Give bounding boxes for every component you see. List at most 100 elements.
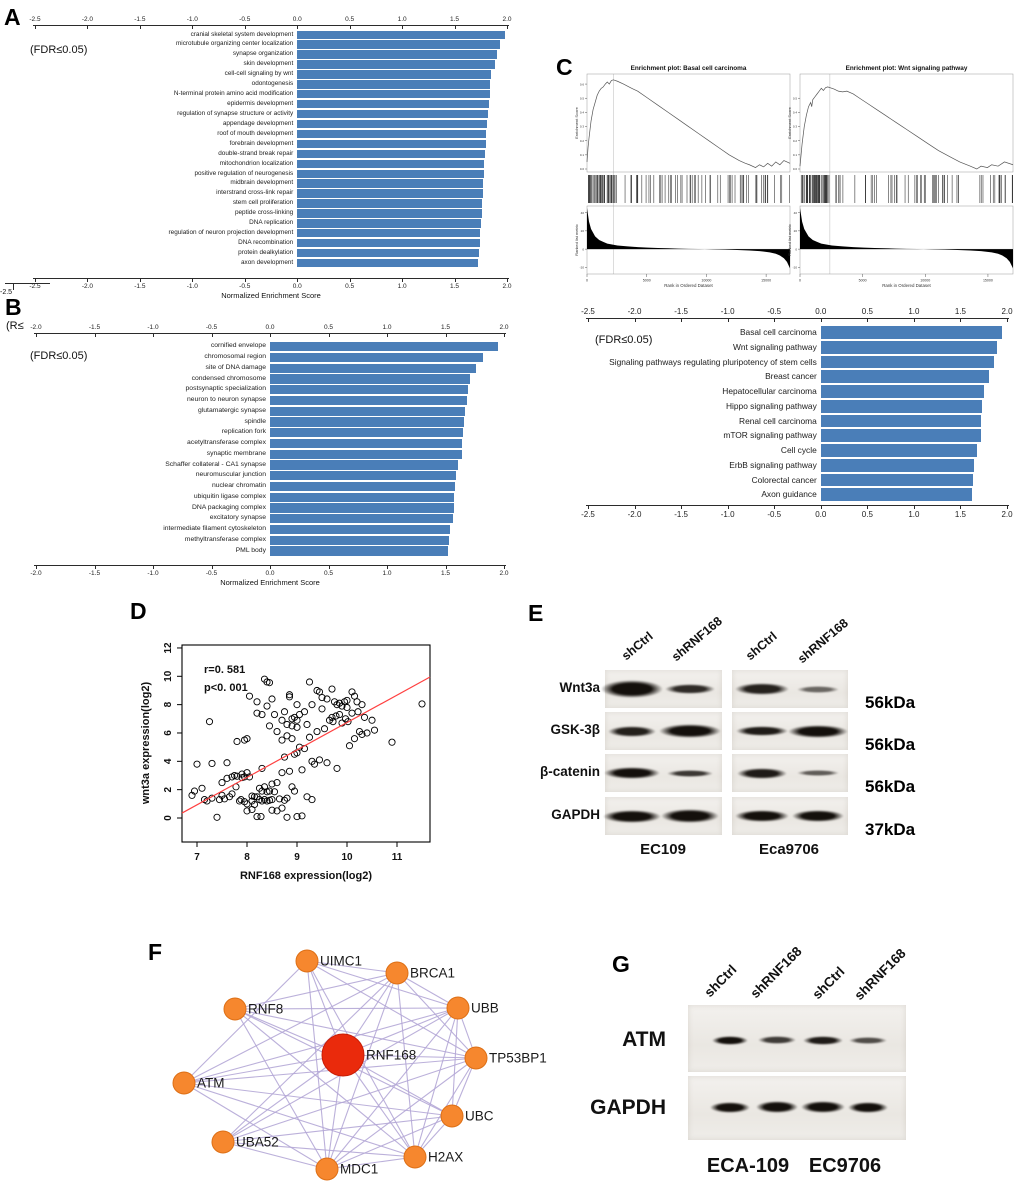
nes-bar xyxy=(297,169,484,178)
cell-line-label: EC109 xyxy=(640,841,686,858)
data-point xyxy=(223,759,231,767)
es-curve xyxy=(799,86,1014,170)
es-frame xyxy=(586,73,791,173)
nes-bar xyxy=(297,209,482,218)
axis-tick-label: -1.5 xyxy=(134,15,146,23)
nes-bar xyxy=(270,363,476,373)
axis-tick xyxy=(139,25,141,29)
data-point xyxy=(223,774,231,782)
bar-category-label: acetyltransferase complex xyxy=(187,439,266,446)
rank-xtick-label: 15000 xyxy=(761,279,771,283)
network-node xyxy=(440,1104,464,1128)
bar-category-label: mTOR signaling pathway xyxy=(723,430,817,441)
network-node-label: MDC1 xyxy=(340,1162,378,1177)
panel-a-letter: A xyxy=(4,4,21,30)
network-node-label: BRCA1 xyxy=(410,966,455,981)
ppi-edge xyxy=(306,960,398,974)
bar-category-label: Axon guidance xyxy=(761,489,817,500)
axis-tick xyxy=(960,318,962,322)
data-point xyxy=(213,813,221,821)
nes-bar xyxy=(297,129,487,139)
nes-bar xyxy=(297,100,490,109)
nes-bar xyxy=(270,546,448,556)
x-tick-label: 10 xyxy=(341,852,353,863)
bar-category-label: interstrand cross-link repair xyxy=(216,189,294,197)
bar-category-label: Hippo signaling pathway xyxy=(725,400,817,411)
data-point xyxy=(268,695,276,703)
protein-band xyxy=(604,767,660,779)
data-point xyxy=(285,767,294,775)
axis-tick-label: 0.5 xyxy=(861,510,873,519)
bar-category-label: PML body xyxy=(235,546,266,554)
data-point xyxy=(288,722,296,730)
ppi-edge xyxy=(222,1057,477,1143)
bar-category-label: neuromuscular junction xyxy=(195,471,266,479)
data-point xyxy=(268,780,276,788)
axis-tick xyxy=(153,333,154,337)
bar-category-label: microtubule organizing center localizati… xyxy=(175,40,294,48)
data-point xyxy=(253,813,261,821)
axis-tick-label: 0.0 xyxy=(292,283,302,290)
axis-tick xyxy=(36,333,37,337)
data-point xyxy=(268,806,276,814)
bar-category-label: Renal cell carcinoma xyxy=(739,415,817,426)
data-point xyxy=(290,787,299,795)
data-point xyxy=(218,791,226,799)
data-point xyxy=(300,708,309,716)
bar-category-label: regulation of neuron projection developm… xyxy=(168,229,294,237)
nes-bar xyxy=(297,179,483,188)
data-point xyxy=(332,712,340,720)
ppi-edge xyxy=(234,1008,328,1170)
panel-e-letter: E xyxy=(528,600,544,626)
protein-band xyxy=(803,1035,843,1045)
protein-label: ATM xyxy=(622,1028,666,1051)
rank-xtick-label: 0 xyxy=(799,279,801,283)
protein-band xyxy=(710,1101,750,1113)
axis-tick xyxy=(507,25,508,29)
axis-tick xyxy=(913,505,915,509)
axis-tick xyxy=(867,505,869,509)
data-point xyxy=(278,769,286,777)
axis-tick-label: -1.0 xyxy=(720,510,735,519)
axis-tick-label: -2.0 xyxy=(627,510,642,519)
ppi-edge xyxy=(222,972,398,1143)
axis-tick xyxy=(727,318,729,322)
axis-tick xyxy=(1007,505,1008,509)
ppi-edge xyxy=(234,1007,459,1010)
axis-tick xyxy=(634,505,636,509)
nes-bar xyxy=(270,352,483,363)
data-point xyxy=(198,784,206,792)
axis-tick xyxy=(387,565,388,569)
gsea-title: Enrichment plot: Wnt signaling pathway xyxy=(846,65,968,72)
axis-tick xyxy=(153,565,154,569)
data-point xyxy=(329,718,337,726)
axis-tick xyxy=(774,318,776,322)
rank-ytick-label: 0 xyxy=(795,247,797,251)
bar-category-label: epidermis development xyxy=(227,100,294,107)
data-point xyxy=(370,726,379,734)
axis-tick-label: 2.0 xyxy=(502,283,512,290)
bar-category-label: positive regulation of neurogenesis xyxy=(194,169,294,177)
axis-tick-label: -1.0 xyxy=(147,323,159,331)
fragment-tick-label: -2.5 xyxy=(0,289,13,296)
bar-category-label: cranial skeletal system development xyxy=(190,30,294,38)
bar-category-label: midbrain development xyxy=(230,179,294,187)
data-point xyxy=(303,720,311,729)
nes-bar xyxy=(270,524,451,535)
protein-band xyxy=(667,769,713,777)
nes-bar xyxy=(297,258,478,268)
data-point xyxy=(310,760,319,768)
y-axis-title: wnt3a expression(log2) xyxy=(140,682,152,806)
data-point xyxy=(354,708,362,716)
data-point xyxy=(315,756,324,764)
es-ytick-label: 0.2 xyxy=(793,139,798,143)
axis-tick-label: 1.0 xyxy=(397,283,407,290)
rank-y-axis-title: Ranked list metric xyxy=(574,224,579,256)
data-point xyxy=(418,700,426,708)
ppi-edge xyxy=(222,1115,453,1143)
axis-tick-label: 2.0 xyxy=(499,323,509,331)
data-point xyxy=(318,694,326,702)
ppi-edge xyxy=(222,1054,344,1143)
